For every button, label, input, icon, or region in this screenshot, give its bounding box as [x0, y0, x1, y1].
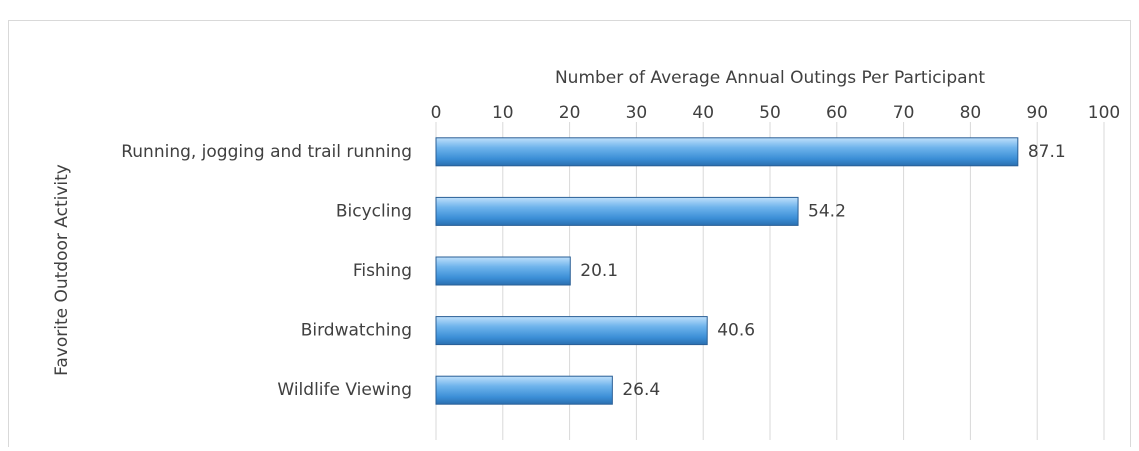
x-tick-label: 80: [960, 103, 982, 123]
bar: [435, 137, 1019, 167]
data-label: 20.1: [580, 261, 618, 281]
x-tick-label: 0: [431, 103, 442, 123]
y-tick-label: Birdwatching: [301, 321, 412, 341]
data-label: 54.2: [808, 201, 846, 221]
y-tick-label: Running, jogging and trail running: [121, 142, 412, 162]
y-tick-label: Wildlife Viewing: [277, 380, 412, 400]
data-label: 87.1: [1028, 142, 1066, 162]
x-axis-title: Number of Average Annual Outings Per Par…: [555, 68, 985, 88]
bar: [435, 375, 613, 405]
x-tick-label: 50: [759, 103, 781, 123]
x-tick-label: 100: [1088, 103, 1120, 123]
x-tick-label: 40: [692, 103, 714, 123]
x-tick-label: 90: [1026, 103, 1048, 123]
y-tick-label: Bicycling: [336, 201, 412, 221]
x-tick-label: 60: [826, 103, 848, 123]
x-tick-label: 20: [559, 103, 581, 123]
x-tick-label: 10: [492, 103, 514, 123]
x-tick-label: 70: [893, 103, 915, 123]
y-axis-title: Favorite Outdoor Activity: [52, 164, 72, 376]
bar: [435, 316, 708, 346]
data-label: 40.6: [717, 321, 755, 341]
y-tick-label: Fishing: [353, 261, 412, 281]
x-tick-label: 30: [626, 103, 648, 123]
data-label: 26.4: [622, 380, 660, 400]
bar: [435, 256, 571, 286]
bar: [435, 196, 799, 226]
